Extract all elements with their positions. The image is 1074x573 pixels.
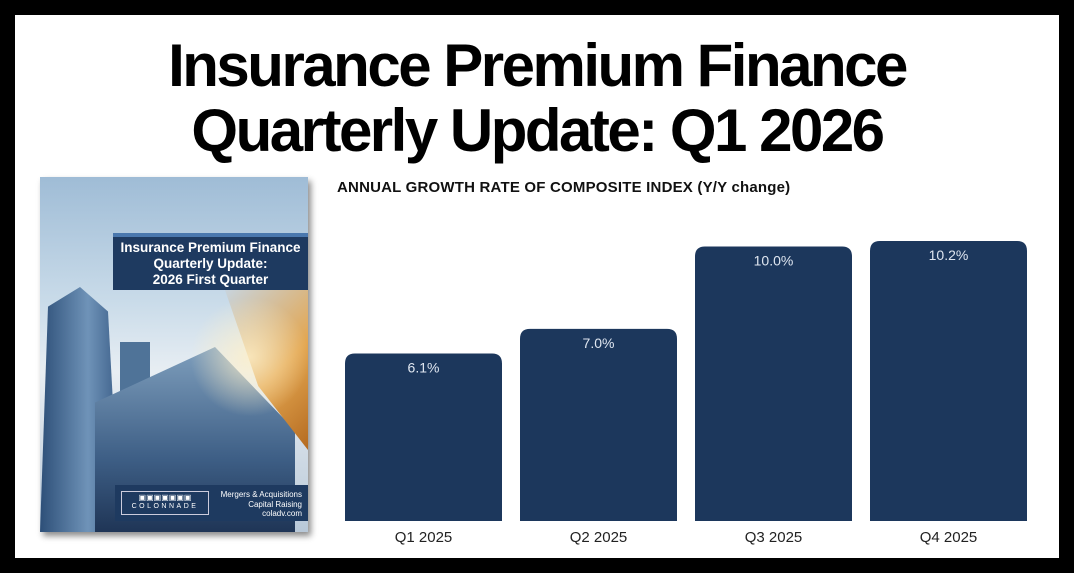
data-label: 10.0% — [754, 253, 794, 269]
sun-glow — [190, 297, 308, 417]
data-label: 10.2% — [929, 247, 969, 263]
data-label: 6.1% — [408, 360, 440, 376]
cover-banner-line-2: Quarterly Update: — [153, 256, 268, 271]
page-title-line-2: Quarterly Update: Q1 2026 — [191, 97, 885, 164]
x-tick-label: Q2 2025 — [570, 529, 628, 546]
bar-q2-2025 — [520, 328, 677, 521]
footer-line-2: Capital Raising — [248, 499, 302, 509]
page-title-line-1: Insurance Premium Finance — [168, 32, 908, 99]
bar-q4-2025 — [870, 241, 1027, 521]
columns-icon: ▣▣▣▣▣▣▣ — [138, 493, 192, 502]
footer-line-3: coladv.com — [262, 509, 302, 518]
colonnade-logo: ▣▣▣▣▣▣▣ COLONNADE — [121, 491, 209, 515]
x-tick-label: Q1 2025 — [395, 529, 453, 546]
x-tick-label: Q3 2025 — [745, 529, 803, 546]
report-cover-image: Insurance Premium Finance Quarterly Upda… — [40, 177, 308, 532]
cover-banner: Insurance Premium Finance Quarterly Upda… — [113, 233, 308, 290]
cover-banner-line-3: 2026 First Quarter — [152, 272, 269, 287]
footer-line-1: Mergers & Acquisitions — [220, 490, 302, 499]
chart-title: ANNUAL GROWTH RATE OF COMPOSITE INDEX (Y… — [337, 179, 791, 196]
bar-q1-2025 — [345, 353, 502, 521]
x-tick-label: Q4 2025 — [920, 529, 978, 546]
bar-q3-2025 — [695, 246, 852, 521]
logo-text: COLONNADE — [131, 503, 199, 510]
data-label: 7.0% — [583, 335, 615, 351]
cover-footer: ▣▣▣▣▣▣▣ COLONNADE Mergers & Acquisitions… — [115, 485, 308, 521]
cover-banner-line-1: Insurance Premium Finance — [120, 240, 301, 255]
